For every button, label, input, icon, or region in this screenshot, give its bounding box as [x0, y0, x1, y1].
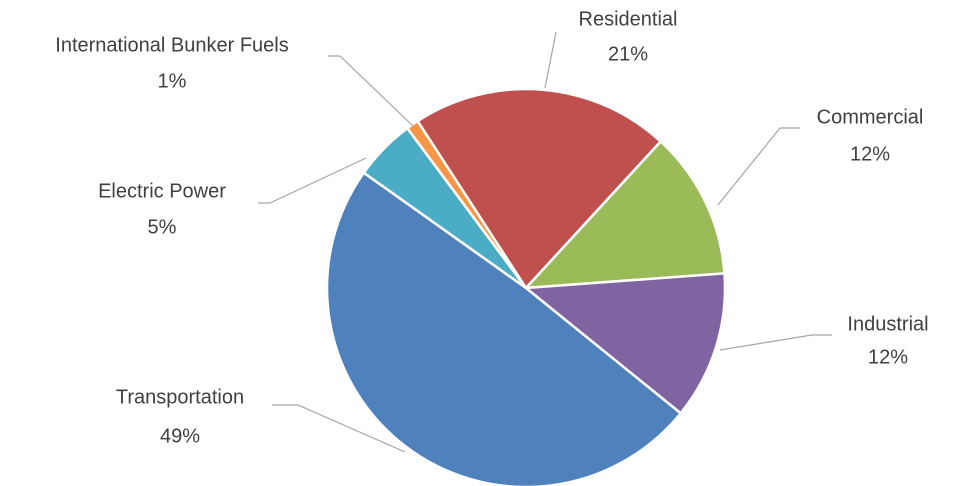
- slice-value-label: 12%: [850, 143, 890, 165]
- slice-label: Industrial: [847, 313, 928, 335]
- slice-value-label: 21%: [608, 43, 648, 65]
- pie-slice: [522, 272, 727, 415]
- pie-slice: [405, 119, 528, 289]
- pie-slice: [415, 87, 663, 291]
- pie-slice: [522, 139, 726, 290]
- slice-label: Residential: [579, 8, 678, 30]
- slice-label: Commercial: [817, 106, 924, 128]
- slice-value-label: 12%: [868, 346, 908, 368]
- leader-line: [717, 127, 800, 206]
- slice-value-label: 5%: [148, 216, 177, 238]
- leader-line: [719, 334, 832, 351]
- slice-label: International Bunker Fuels: [55, 34, 288, 56]
- slice-label: Transportation: [116, 386, 244, 408]
- leader-line: [328, 55, 415, 128]
- leader-line: [272, 404, 406, 453]
- slice-value-label: 49%: [160, 425, 200, 447]
- leader-line: [544, 31, 557, 89]
- slice-label: Electric Power: [98, 180, 226, 202]
- leader-line: [258, 157, 367, 204]
- pie-slice: [325, 170, 683, 486]
- slice-value-label: 1%: [158, 70, 187, 92]
